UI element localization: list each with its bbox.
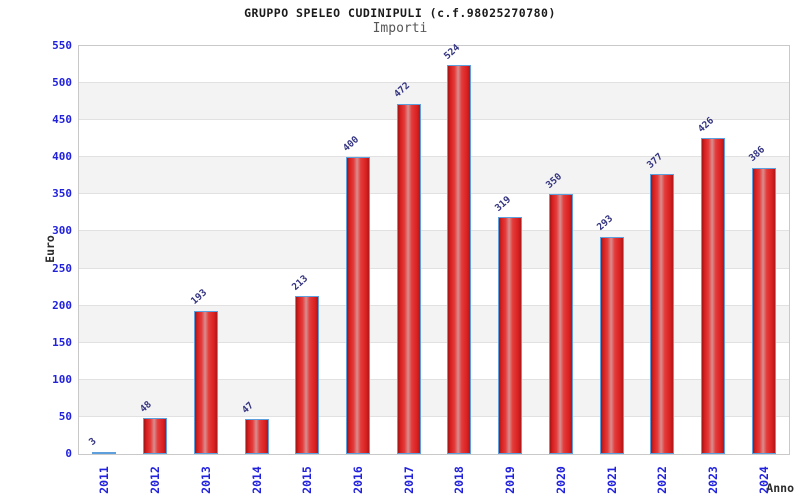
bar-2014 — [244, 419, 269, 454]
y-tick-label: 450 — [52, 113, 72, 127]
x-tick-label-2016: 2016 — [350, 466, 365, 494]
gridline — [79, 230, 789, 232]
bar-2012 — [143, 418, 168, 454]
gridline — [79, 378, 789, 380]
x-tick-label-2024: 2024 — [756, 466, 771, 494]
bar-value-label: 319 — [493, 194, 514, 214]
bar-value-label: 400 — [340, 133, 362, 154]
y-tick-label: 500 — [52, 76, 72, 90]
plot-area: 3 48 193 47 213 400 472 524 319 350 293 377 426 386 — [78, 42, 790, 455]
x-tick-label-2015: 2015 — [300, 466, 315, 494]
x-tick-label-2012: 2012 — [148, 466, 163, 494]
bar-2013 — [193, 310, 218, 454]
y-tick-label: 150 — [52, 335, 72, 349]
bar-2021 — [599, 236, 624, 454]
y-tick-label: 100 — [52, 372, 72, 386]
gridline — [79, 156, 789, 158]
bar-2024 — [751, 167, 776, 454]
gridline — [79, 341, 789, 343]
x-tick-label-2011: 2011 — [97, 466, 112, 494]
chart-title: GRUPPO SPELEO CUDINIPULI (c.f.9802527078… — [244, 6, 556, 20]
plot-band — [79, 379, 789, 417]
bar-value-label: 3 — [87, 436, 99, 449]
bar-2019 — [498, 217, 523, 454]
y-tick-label: 0 — [65, 447, 72, 460]
x-tick-label-2019: 2019 — [503, 466, 518, 494]
y-tick-label: 50 — [58, 409, 72, 423]
x-tick-label-2013: 2013 — [198, 466, 213, 494]
bar-value-label: 524 — [442, 42, 463, 62]
gridline — [79, 119, 789, 121]
y-tick-label: 350 — [52, 187, 72, 201]
x-tick-label-2018: 2018 — [452, 466, 467, 494]
gridline — [79, 267, 789, 269]
x-tick-label-2021: 2021 — [604, 466, 619, 494]
bar-2018 — [447, 65, 472, 454]
gridline — [79, 304, 789, 306]
y-tick-label: 400 — [52, 150, 72, 164]
y-tick-label: 250 — [52, 261, 72, 275]
plot-band — [79, 231, 789, 269]
bar-2011 — [92, 451, 117, 454]
plot-band — [79, 157, 789, 195]
x-tick-label-2022: 2022 — [655, 466, 670, 494]
y-tick-label: 200 — [52, 298, 72, 312]
bar-2020 — [548, 194, 573, 454]
bar-2016 — [345, 157, 370, 454]
x-tick-label-2014: 2014 — [249, 466, 264, 494]
bar-value-label: 213 — [290, 272, 311, 293]
x-tick-label-2020: 2020 — [553, 466, 568, 494]
plot-band — [79, 83, 789, 121]
gridline — [79, 82, 789, 84]
bar-2015 — [295, 296, 320, 454]
x-tick-label-2017: 2017 — [401, 466, 416, 494]
bar-2022 — [650, 174, 675, 454]
x-axis-label: Anno — [766, 481, 794, 495]
chart-subtitle: Importi — [372, 21, 428, 36]
bar-2023 — [700, 138, 725, 454]
gridline — [79, 193, 789, 195]
plot-band — [79, 305, 789, 343]
y-tick-label: 550 — [52, 39, 72, 52]
bar-2017 — [396, 103, 421, 454]
gridline — [79, 415, 789, 417]
x-tick-label-2023: 2023 — [705, 466, 720, 494]
y-tick-label: 300 — [52, 224, 72, 238]
